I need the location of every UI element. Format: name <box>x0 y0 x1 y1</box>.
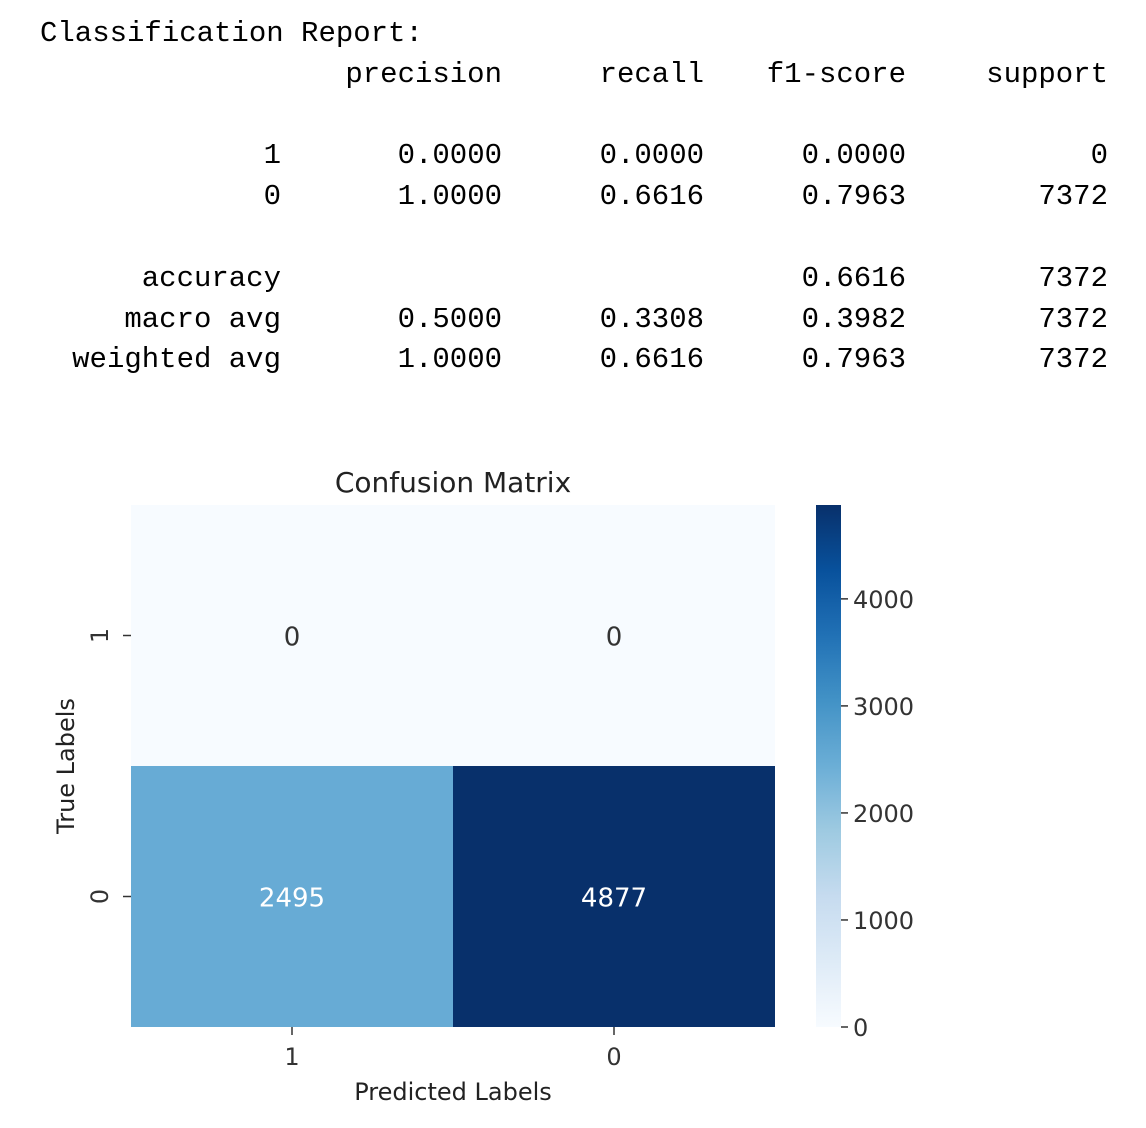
report-summary-label: accuracy <box>141 261 281 295</box>
report-cell: 1.0000 <box>397 343 502 377</box>
report-header-support: support <box>986 57 1108 91</box>
report-cell: 0.7963 <box>801 343 906 377</box>
report-cell: 7372 <box>1038 180 1108 214</box>
colorbar-tick-label: 3000 <box>853 693 914 721</box>
x-tick-label: 1 <box>284 1043 299 1071</box>
report-row-label: 1 <box>263 139 281 173</box>
colorbar-tick-label: 1000 <box>853 907 914 935</box>
cell-value-label: 2495 <box>259 884 325 914</box>
report-cell: 0.6616 <box>801 261 906 295</box>
report-cell: 0.6616 <box>599 343 704 377</box>
colorbar-tick-label: 4000 <box>853 586 914 614</box>
chart-title: Confusion Matrix <box>335 466 571 499</box>
report-cell: 0 <box>1090 139 1108 173</box>
report-cell: 0.3308 <box>599 302 704 336</box>
heatmap-cell <box>131 766 453 1027</box>
report-cell: 0.3982 <box>801 302 906 336</box>
cell-value-label: 0 <box>284 623 301 653</box>
report-header-recall: recall <box>599 57 704 91</box>
report-title: Classification Report: <box>40 17 423 50</box>
x-tick-label: 0 <box>606 1043 621 1071</box>
report-summary-label: macro avg <box>124 302 281 336</box>
report-cell: 7372 <box>1038 261 1108 295</box>
report-cell: 1.0000 <box>397 180 502 214</box>
report-cell: 7372 <box>1038 302 1108 336</box>
report-cell: 0.0000 <box>801 139 906 173</box>
cell-value-label: 0 <box>606 623 623 653</box>
x-axis-label: Predicted Labels <box>354 1078 552 1106</box>
report-cell: 0.0000 <box>599 139 704 173</box>
report-cell: 0.5000 <box>397 302 502 336</box>
y-tick-label: 0 <box>86 889 114 904</box>
report-cell: 7372 <box>1038 343 1108 377</box>
heatmap-cell <box>131 505 453 766</box>
report-header-precision: precision <box>345 57 502 91</box>
colorbar-tick-label: 0 <box>853 1014 868 1042</box>
report-cell: 0.6616 <box>599 180 704 214</box>
heatmap-cell <box>453 766 775 1027</box>
colorbar-tick-label: 2000 <box>853 800 914 828</box>
y-axis-label: True Labels <box>52 698 80 835</box>
cell-value-label: 4877 <box>581 884 647 914</box>
y-tick-label: 1 <box>86 628 114 643</box>
classification-report: Classification Report: precision recall f1-… <box>40 14 1120 381</box>
report-summary-label: weighted avg <box>72 343 281 377</box>
report-cell: 0.7963 <box>801 180 906 214</box>
colorbar <box>816 505 841 1027</box>
report-header-f1-score: f1-score <box>766 57 906 91</box>
heatmap-cell <box>453 505 775 766</box>
report-cell: 0.0000 <box>397 139 502 173</box>
report-row-label: 0 <box>263 180 281 214</box>
